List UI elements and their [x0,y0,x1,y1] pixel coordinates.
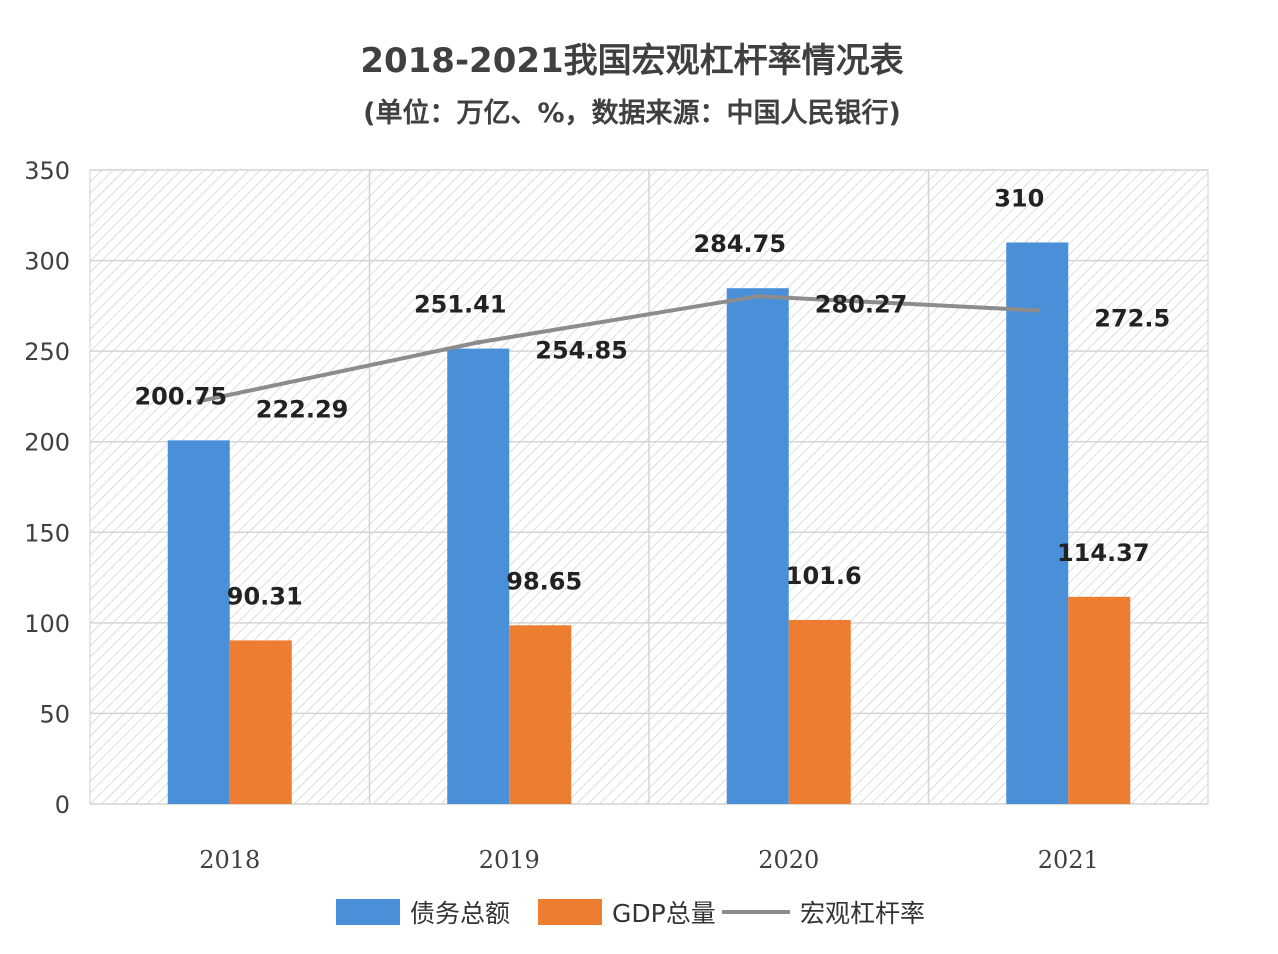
legend-swatch-gdp [538,899,602,925]
point-leverage [1034,307,1040,313]
legend: 债务总额 GDP总量 宏观杠杆率 [336,899,925,928]
point-leverage [755,293,761,299]
bar-debt [726,288,789,805]
data-labels: 200.75 90.31 222.29 251.41 98.65 254.85 284.75… [134,184,1170,610]
bar-series [167,242,1131,805]
data-label-gdp: 114.37 [1057,539,1150,567]
chart-title: 2018-2021我国宏观杠杆率情况表 [360,41,903,81]
data-label-debt: 310 [994,184,1044,212]
legend-swatch-debt [336,899,400,925]
data-label-leverage: 222.29 [256,395,349,423]
legend-label-gdp: GDP总量 [612,899,716,928]
data-label-debt: 284.75 [693,230,786,258]
bar-gdp [229,640,292,804]
data-label-leverage: 254.85 [535,336,628,364]
x-tick-label: 2019 [479,846,540,874]
bar-debt [447,348,510,804]
y-tick-label: 200 [24,429,70,457]
data-label-debt: 251.41 [414,291,507,319]
data-label-gdp: 101.6 [786,562,862,590]
y-tick-label: 150 [24,519,70,547]
y-tick-label: 350 [24,157,70,185]
data-label-gdp: 90.31 [227,582,303,610]
x-axis-ticks: 2018 2019 2020 2021 [199,846,1099,874]
x-tick-label: 2018 [199,846,260,874]
line-series [196,293,1040,404]
y-tick-label: 300 [24,248,70,276]
line-leverage [198,294,1038,404]
data-label-leverage: 280.27 [815,290,908,318]
y-tick-label: 100 [24,610,70,638]
y-tick-label: 250 [24,338,70,366]
y-axis-ticks: 0 50 100 150 200 250 300 350 [24,157,70,819]
bar-gdp [1068,596,1131,804]
legend-label-leverage: 宏观杠杆率 [800,899,925,928]
bar-debt [167,440,230,804]
legend-label-debt: 债务总额 [410,899,510,928]
y-tick-label: 0 [55,791,70,819]
point-leverage [196,398,202,404]
chart-subtitle: (单位：万亿、%，数据来源：中国人民银行) [363,97,901,129]
bar-debt [1006,242,1069,804]
point-leverage [475,339,481,345]
data-label-gdp: 98.65 [506,567,582,595]
y-tick-label: 50 [39,700,70,728]
data-label-debt: 200.75 [134,382,227,410]
bar-gdp [788,619,851,804]
x-tick-label: 2021 [1038,846,1099,874]
data-label-leverage: 272.5 [1094,304,1170,332]
x-tick-label: 2020 [758,846,819,874]
bar-gdp [509,625,572,804]
